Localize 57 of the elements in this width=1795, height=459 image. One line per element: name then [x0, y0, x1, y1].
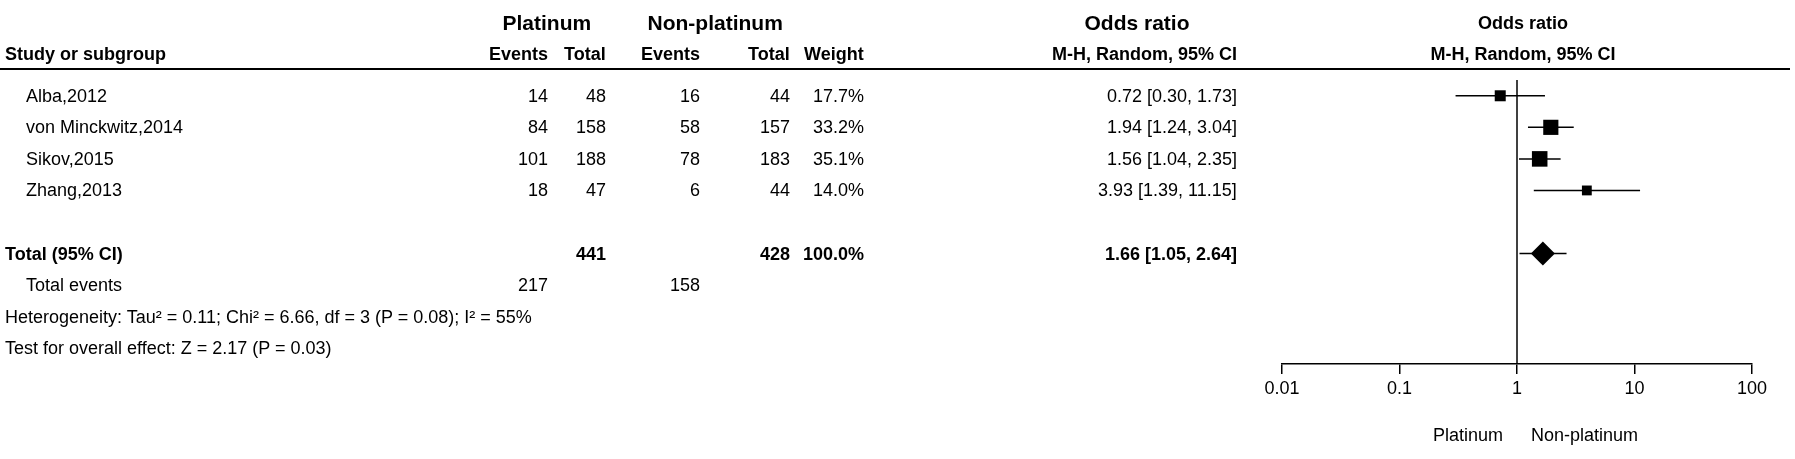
- text: 84: [528, 117, 549, 138]
- text: 217: [518, 275, 549, 296]
- x-tick-label: 0.01: [1264, 377, 1300, 398]
- text: 14.0%: [813, 180, 865, 201]
- text: Study or subgroup: [5, 43, 166, 65]
- text: 18: [528, 180, 549, 201]
- text: 157: [760, 117, 791, 138]
- text: Heterogeneity: Tau² = 0.11; Chi² = 6.66, df = 3 (P = 0.08); I² = 55%: [5, 305, 532, 328]
- text: 48: [586, 85, 607, 106]
- text: 17.7%: [813, 85, 865, 106]
- chart-title: Odds ratio: [1478, 12, 1569, 34]
- category-label: Total (95% CI): [5, 243, 123, 264]
- x-tick-label: 10: [1624, 377, 1645, 398]
- text: Non-platinum: [1531, 424, 1639, 446]
- text: 33.2%: [813, 117, 865, 138]
- text: 1.66 [1.05, 2.64]: [1105, 243, 1238, 264]
- category-label: Total events: [26, 275, 123, 296]
- text: 6: [690, 180, 701, 201]
- text: Non-platinum: [647, 11, 783, 34]
- text: 44: [770, 85, 791, 106]
- text: 3.93 [1.39, 11.15]: [1098, 180, 1237, 201]
- category-label: Alba,2012: [26, 85, 108, 106]
- category-label: Total: [564, 43, 606, 65]
- category-label: M-H, Random, 95% CI: [1052, 43, 1238, 65]
- text: 47: [586, 180, 607, 201]
- text: 188: [576, 148, 607, 169]
- text: 0.72 [0.30, 1.73]: [1107, 85, 1238, 106]
- text: 44: [770, 180, 791, 201]
- chart-subtitle: M-H, Random, 95% CI: [1430, 43, 1616, 65]
- text: 35.1%: [813, 148, 865, 169]
- text: Platinum: [1433, 424, 1504, 446]
- x-tick-label: 100: [1736, 377, 1768, 398]
- text: 1.56 [1.04, 2.35]: [1107, 148, 1238, 169]
- text: Odds ratio: [1084, 11, 1190, 34]
- text: Test for overall effect: Z = 2.17 (P = 0.03): [5, 337, 332, 360]
- category-label: Sikov,2015: [26, 148, 114, 169]
- category-label: Total: [748, 43, 790, 65]
- text: 441: [576, 243, 607, 264]
- text: 14: [528, 85, 549, 106]
- text: 428: [760, 243, 791, 264]
- category-label: Zhang,2013: [26, 180, 123, 201]
- x-tick-label: 1: [1511, 377, 1523, 398]
- category-label: Events: [641, 43, 701, 65]
- text: 158: [670, 275, 701, 296]
- text: 78: [680, 148, 701, 169]
- text: 16: [680, 85, 701, 106]
- text: 101: [518, 148, 549, 169]
- text: 100.0%: [803, 243, 865, 264]
- category-label: Weight: [804, 43, 864, 65]
- text: 58: [680, 117, 701, 138]
- category-label: Events: [489, 43, 549, 65]
- text: 1.94 [1.24, 3.04]: [1107, 117, 1238, 138]
- text: 158: [576, 117, 607, 138]
- x-tick-label: 0.1: [1386, 377, 1413, 398]
- text: Platinum: [502, 11, 592, 34]
- category-label: von Minckwitz,2014: [26, 117, 184, 138]
- text: 183: [760, 148, 791, 169]
